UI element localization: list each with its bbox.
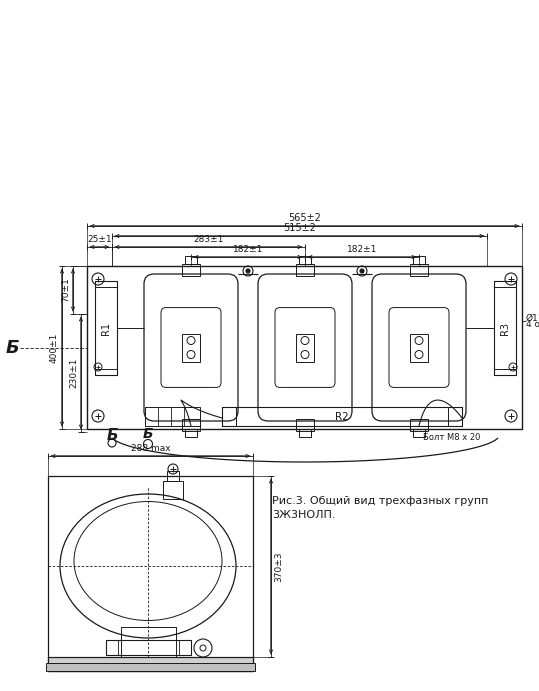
Bar	[185, 429, 197, 437]
Bar	[413, 256, 425, 264]
Text: 182±1: 182±1	[233, 245, 263, 254]
Bar	[296, 419, 314, 431]
Text: 370±3: 370±3	[274, 551, 283, 582]
Text: Б: Б	[106, 428, 118, 442]
Text: 25±1: 25±1	[87, 235, 112, 244]
Text: Ø11: Ø11	[526, 314, 539, 323]
Bar	[494, 281, 516, 287]
Text: 283±1: 283±1	[194, 235, 224, 244]
Bar	[95, 281, 117, 375]
Text: 4 отв.: 4 отв.	[526, 319, 539, 328]
Bar	[46, 663, 255, 671]
Bar	[410, 419, 428, 431]
Text: Рис.3. Общий вид трехфазных групп: Рис.3. Общий вид трехфазных групп	[272, 496, 488, 506]
Text: Болт M8 х 20: Болт M8 х 20	[423, 433, 480, 442]
Text: 288 max: 288 max	[130, 444, 170, 453]
Text: R2: R2	[335, 412, 349, 422]
Circle shape	[246, 269, 250, 273]
Bar	[448, 407, 462, 426]
Bar	[106, 640, 191, 655]
Text: 400±1: 400±1	[50, 332, 59, 363]
Bar	[182, 264, 200, 276]
Text: 565±2: 565±2	[288, 213, 321, 223]
Text: Б: Б	[5, 339, 19, 357]
Bar	[182, 419, 200, 431]
Bar	[299, 429, 311, 437]
Text: Б: Б	[143, 427, 153, 441]
Bar	[121, 627, 176, 657]
Bar	[87, 266, 522, 429]
Text: R3: R3	[500, 321, 510, 334]
Bar	[299, 256, 311, 264]
Bar	[48, 476, 253, 671]
Bar	[48, 657, 253, 671]
Text: R1: R1	[101, 321, 111, 334]
Bar	[163, 481, 183, 499]
Bar	[185, 256, 197, 264]
Bar	[410, 334, 428, 361]
Bar	[95, 281, 117, 287]
Bar	[222, 407, 462, 426]
Bar	[95, 369, 117, 375]
Text: 182±1: 182±1	[347, 245, 377, 254]
Bar	[222, 407, 236, 426]
Bar	[48, 657, 253, 671]
Bar	[296, 334, 314, 361]
Bar	[410, 264, 428, 276]
Text: 3Ж3НОЛП.: 3Ж3НОЛП.	[272, 510, 335, 520]
Bar	[296, 264, 314, 276]
Bar	[167, 471, 179, 481]
Circle shape	[360, 269, 364, 273]
Text: 515±2: 515±2	[283, 223, 316, 233]
Bar	[494, 369, 516, 375]
Text: 230±1: 230±1	[69, 358, 78, 388]
Text: 70±1: 70±1	[61, 278, 70, 303]
Bar	[182, 334, 200, 361]
Bar	[413, 429, 425, 437]
Bar	[145, 407, 200, 426]
Bar	[494, 281, 516, 375]
